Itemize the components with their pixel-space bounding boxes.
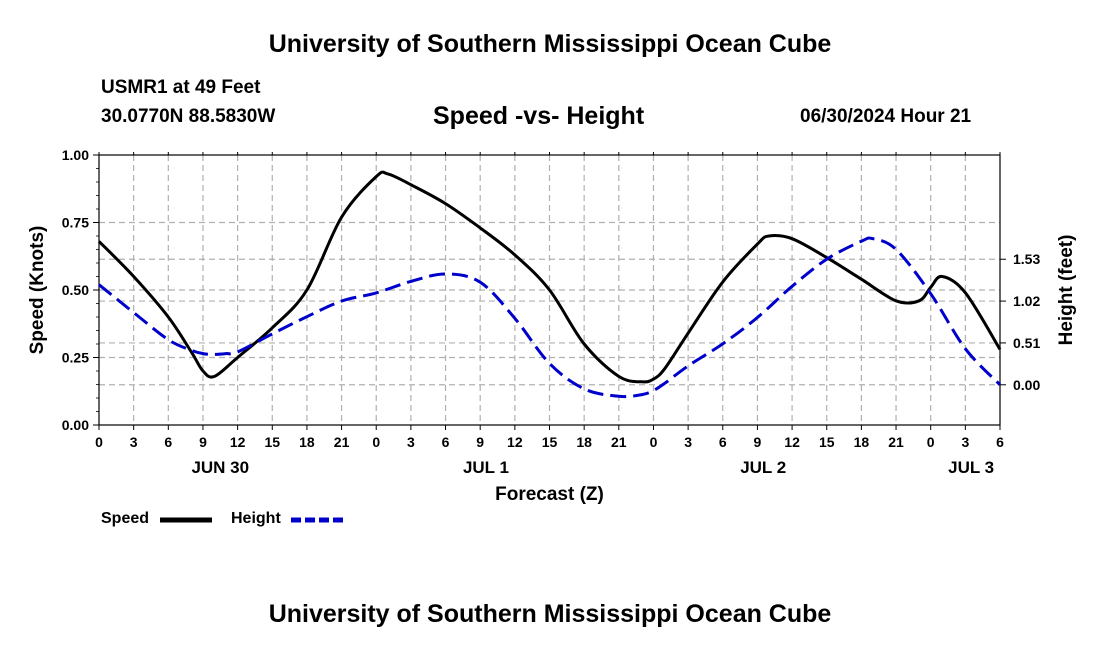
x-tick-label: 12 (507, 434, 523, 450)
x-tick-label: 21 (888, 434, 904, 450)
legend-speed-label: Speed (101, 510, 150, 527)
y-axis-title-right: Height (feet) (1056, 235, 1077, 346)
x-tick-label: 9 (754, 434, 762, 450)
y-tick-label-left: 0.75 (62, 215, 89, 231)
y-tick-label-left: 0.50 (62, 282, 89, 298)
x-tick-label: 9 (476, 434, 484, 450)
x-tick-label: 9 (199, 434, 207, 450)
x-tick-label: 15 (542, 434, 558, 450)
footer-title: University of Southern Mississippi Ocean… (268, 600, 832, 628)
y-tick-label-left: 0.00 (62, 417, 89, 433)
y-tick-label-right: 1.53 (1013, 251, 1040, 267)
grid (99, 155, 1000, 425)
day-label: JUN 30 (191, 458, 249, 477)
axes (93, 152, 1006, 430)
x-axis-title: Forecast (Z) (495, 484, 604, 505)
series-line-height (98, 236, 1002, 399)
x-tick-label: 21 (334, 434, 350, 450)
forecast-datetime: 06/30/2024 Hour 21 (800, 106, 972, 127)
x-tick-label: 6 (164, 434, 172, 450)
station-label: USMR1 at 49 Feet (101, 77, 261, 98)
series (97, 170, 1002, 399)
legend-height-label: Height (231, 510, 281, 527)
x-tick-label: 18 (576, 434, 592, 450)
y-tick-label-right: 1.02 (1013, 293, 1040, 309)
x-tick-label: 3 (684, 434, 692, 450)
x-tick-label: 3 (407, 434, 415, 450)
y-tick-label-left: 1.00 (62, 147, 89, 163)
x-tick-label: 12 (230, 434, 246, 450)
axis-labels: 0 3 6 9 12 15 18 21 0 3 6 9 12 15 18 21 0 3 6 9 12 15 18 21 0 3 6 0… (27, 147, 1077, 523)
x-tick-label: 6 (442, 434, 450, 450)
x-tick-label: 3 (961, 434, 969, 450)
x-tick-label: 21 (611, 434, 627, 450)
x-tick-label: 6 (719, 434, 727, 450)
y-tick-label-right: 0.00 (1013, 377, 1040, 393)
day-label: JUL 2 (740, 458, 786, 477)
x-tick-label: 0 (95, 434, 103, 450)
x-tick-label: 12 (784, 434, 800, 450)
x-tick-label: 0 (650, 434, 658, 450)
y-axis-title-left: Speed (Knots) (27, 226, 48, 355)
x-tick-label: 0 (372, 434, 380, 450)
series-line-speed (97, 170, 1002, 384)
x-tick-label: 15 (819, 434, 835, 450)
day-label: JUL 1 (463, 458, 509, 477)
plot-frame (98, 154, 1001, 426)
chart-subtitle: Speed -vs- Height (433, 102, 645, 130)
x-tick-label: 3 (130, 434, 138, 450)
day-label: JUL 3 (948, 458, 994, 477)
y-tick-label-left: 0.25 (62, 350, 89, 366)
y-tick-label-right: 0.51 (1013, 335, 1040, 351)
x-tick-label: 15 (264, 434, 280, 450)
page-title: University of Southern Mississippi Ocean… (268, 30, 832, 58)
x-tick-label: 0 (927, 434, 935, 450)
x-tick-label: 18 (854, 434, 870, 450)
x-tick-label: 18 (299, 434, 315, 450)
station-coordinates: 30.0770N 88.5830W (101, 106, 276, 127)
x-tick-label: 6 (996, 434, 1004, 450)
